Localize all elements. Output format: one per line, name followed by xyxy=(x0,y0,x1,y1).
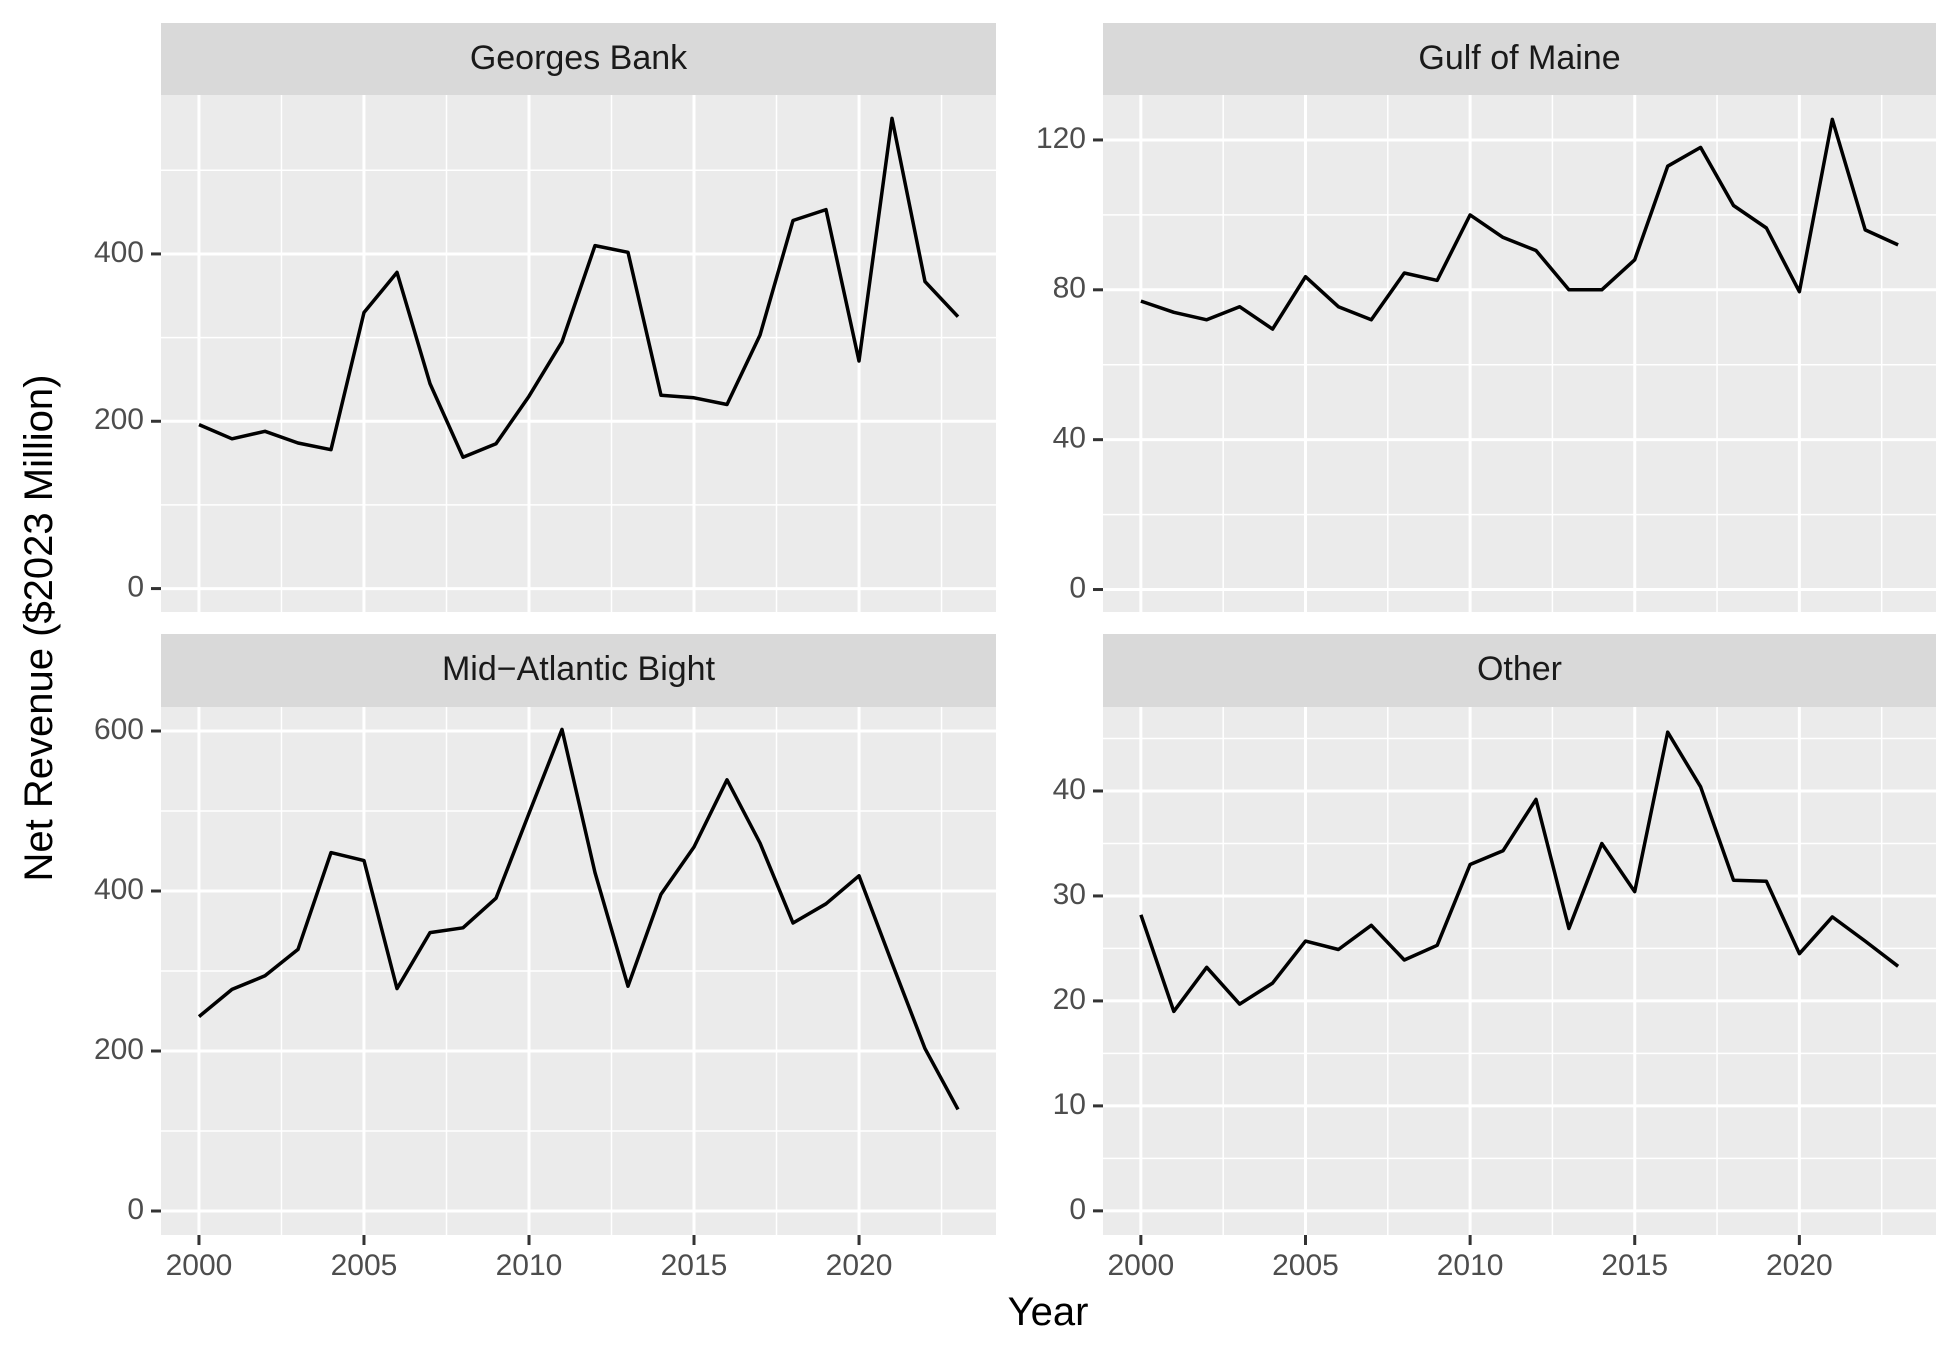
y-tick-label: 200 xyxy=(94,1033,144,1066)
x-tick-label: 2010 xyxy=(1437,1249,1504,1282)
x-tick-label: 2010 xyxy=(496,1249,563,1282)
y-tick-label: 400 xyxy=(94,236,144,269)
y-tick-label: 0 xyxy=(127,570,144,603)
axis-ticks: 0 200 400 xyxy=(94,236,161,603)
x-tick-label: 2020 xyxy=(826,1249,893,1282)
y-tick-label: 40 xyxy=(1053,422,1086,455)
panel-strip xyxy=(1103,634,1936,707)
series-line xyxy=(197,727,960,1111)
panel-strip xyxy=(161,23,996,95)
panel-gulf-of-maine: Gulf of Maine 0 40 80 120 xyxy=(1036,23,1936,612)
x-axis-title: Year xyxy=(1008,1290,1089,1334)
series-line xyxy=(198,116,960,459)
panel-title: Mid−Atlantic Bight xyxy=(442,650,716,688)
gridlines xyxy=(1103,707,1936,1235)
x-tick-label: 2005 xyxy=(1272,1249,1339,1282)
y-tick-label: 30 xyxy=(1053,878,1086,911)
y-tick-label: 120 xyxy=(1036,122,1086,155)
axis-ticks: 0 40 80 120 xyxy=(1036,122,1103,604)
x-tick-label: 2015 xyxy=(1601,1249,1668,1282)
x-tick-label: 2020 xyxy=(1766,1249,1833,1282)
x-tick-label: 2000 xyxy=(166,1249,233,1282)
y-tick-label: 80 xyxy=(1053,272,1086,305)
panel-title: Georges Bank xyxy=(470,39,688,77)
gridlines xyxy=(161,707,996,1235)
gridlines xyxy=(1103,95,1936,612)
series-line xyxy=(1140,117,1899,331)
x-tick-label: 2000 xyxy=(1107,1249,1174,1282)
y-tick-label: 0 xyxy=(1069,1193,1086,1226)
panel-other: Other 0 10 20 30 40 2000 2005 2010 2015 2020 xyxy=(1053,634,1936,1282)
panel-strip xyxy=(161,634,996,707)
y-tick-label: 400 xyxy=(94,873,144,906)
plot-area xyxy=(1103,707,1936,1235)
x-tick-label: 2005 xyxy=(331,1249,398,1282)
y-tick-label: 20 xyxy=(1053,983,1086,1016)
y-tick-label: 200 xyxy=(94,403,144,436)
y-tick-label: 0 xyxy=(1069,571,1086,604)
plot-area xyxy=(1103,95,1936,612)
axis-ticks: 0 200 400 600 2000 2005 2010 2015 2020 xyxy=(94,713,892,1282)
panel-mid-atlantic-bight: Mid−Atlantic Bight 0 200 400 600 2000 2005 201… xyxy=(94,634,996,1282)
axis-ticks: 0 10 20 30 40 2000 2005 2010 2015 2020 xyxy=(1053,773,1833,1282)
x-tick-label: 2015 xyxy=(661,1249,728,1282)
y-tick-label: 40 xyxy=(1053,773,1086,806)
y-tick-label: 600 xyxy=(94,713,144,746)
y-tick-label: 10 xyxy=(1053,1088,1086,1121)
panel-title: Other xyxy=(1477,650,1562,688)
panel-strip xyxy=(1103,23,1936,95)
y-tick-label: 0 xyxy=(127,1193,144,1226)
panel-title: Gulf of Maine xyxy=(1418,39,1620,77)
y-axis-title: Net Revenue ($2023 Million) xyxy=(17,375,61,882)
panel-georges-bank: Georges Bank 0 200 400 xyxy=(94,23,996,612)
plot-area xyxy=(161,95,996,612)
series-line xyxy=(1139,730,1900,1014)
